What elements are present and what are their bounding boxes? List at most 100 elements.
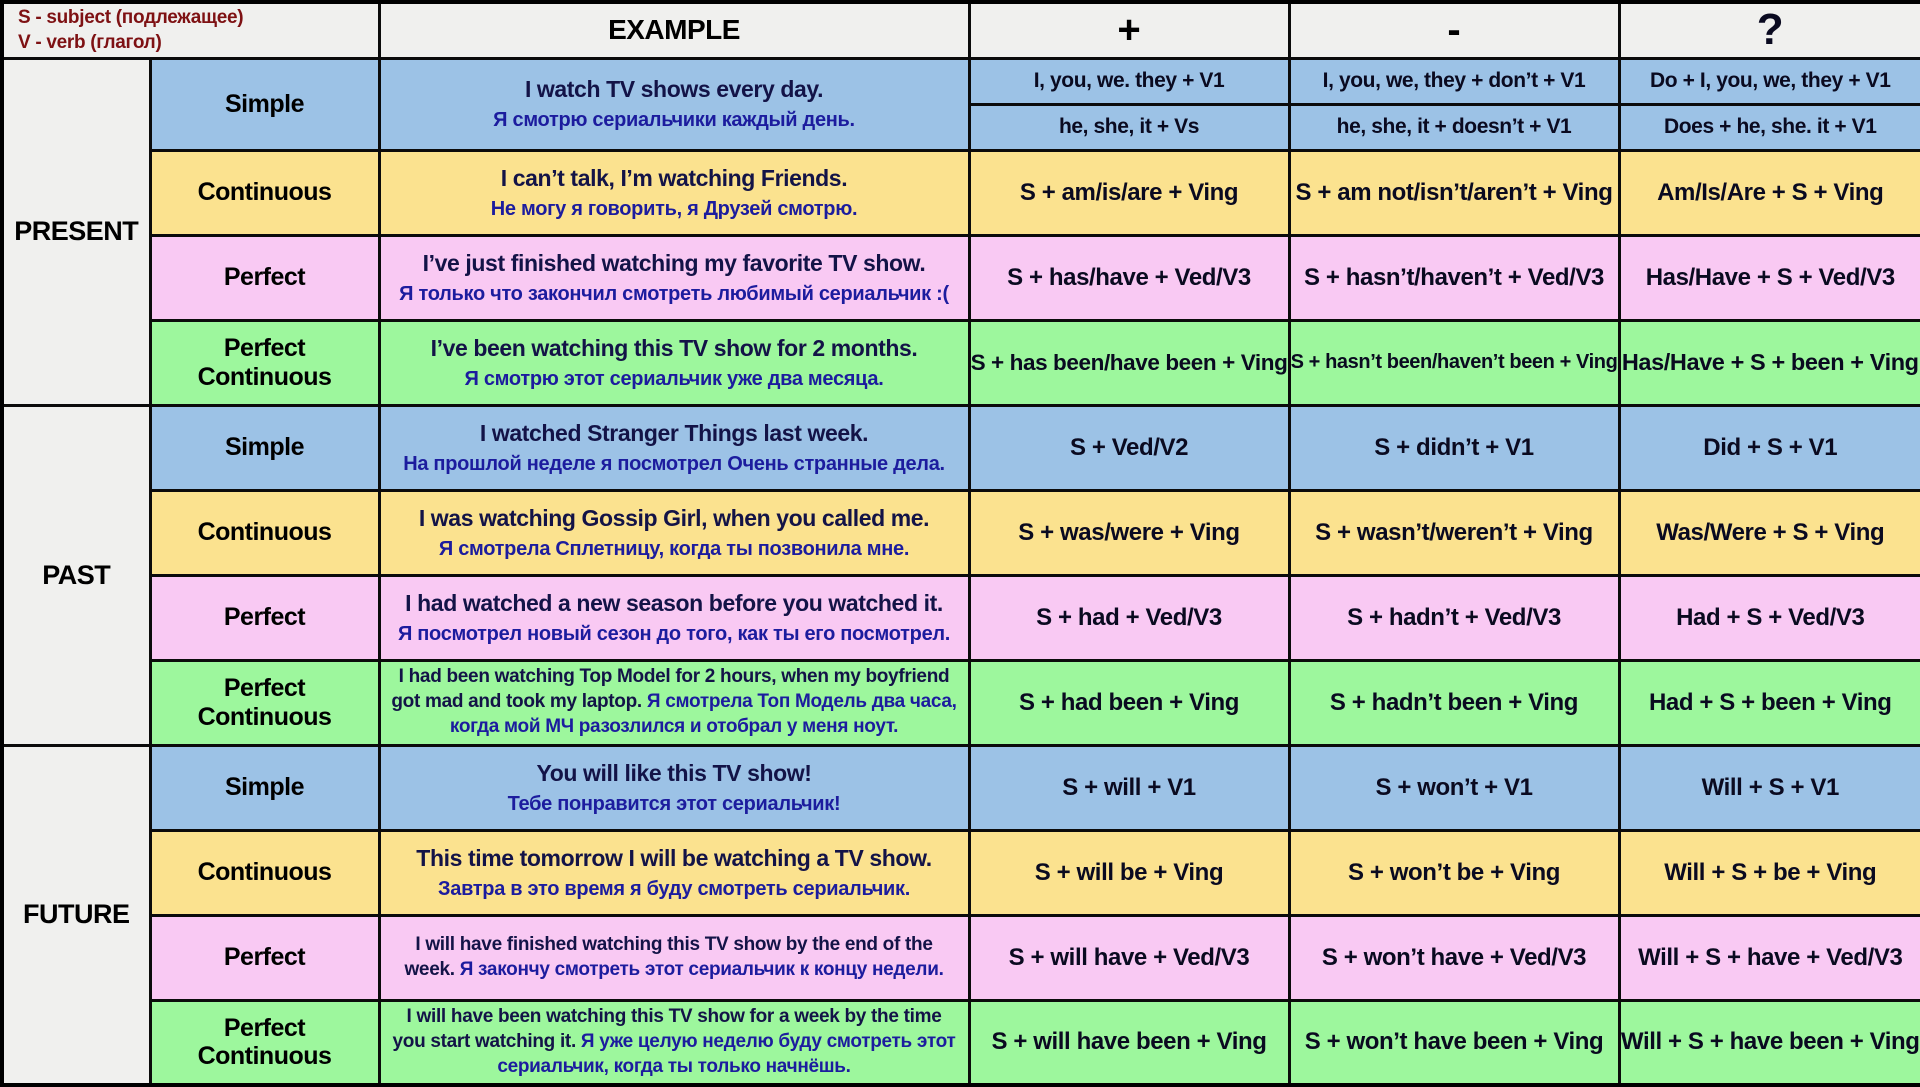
example-cell: I watched Stranger Things last week. На …	[379, 405, 969, 490]
example-english: I watched Stranger Things last week.	[381, 420, 968, 447]
example-english: I watch TV shows every day.	[381, 76, 968, 103]
minus-formula: S + am not/isn’t/aren’t + Ving	[1291, 179, 1618, 207]
question-formula: Was/Were + S + Ving	[1621, 519, 1920, 547]
question-formula: Will + S + have been + Ving	[1621, 1028, 1920, 1056]
question-formula-cell: Had + S + Ved/V3	[1619, 575, 1920, 660]
example-russian: Я смотрела Сплетницу, когда ты позвонила…	[381, 538, 968, 561]
legend-line-subject: S - subject (подлежащее)	[18, 5, 378, 31]
question-formula: Had + S + Ved/V3	[1621, 604, 1920, 632]
minus-formula-cell: S + won’t be + Ving	[1289, 830, 1619, 915]
question-formula: Had + S + been + Ving	[1621, 689, 1920, 717]
plus-formula-cell: S + had been + Ving	[969, 660, 1289, 745]
plus-header: +	[969, 2, 1289, 58]
plus-formula-cell: S + has/have + Ved/V3	[969, 235, 1289, 320]
legend-cell: S - subject (подлежащее) V - verb (глаго…	[2, 2, 379, 58]
question-formula-cell: Has/Have + S + been + Ving	[1619, 320, 1920, 405]
minus-formula-cell: S + won’t + V1	[1289, 745, 1619, 830]
tense-cell-present: PRESENT	[2, 58, 150, 405]
question-formula-cell: Am/Is/Are + S + Ving	[1619, 150, 1920, 235]
minus-formula: S + hasn’t been/haven’t been + Ving	[1291, 351, 1618, 374]
plus-formula-cell: S + was/were + Ving	[969, 490, 1289, 575]
plus-formula-cell: S + am/is/are + Ving	[969, 150, 1289, 235]
plus-formula-cell: S + will have + Ved/V3	[969, 915, 1289, 1000]
minus-formula-cell: S + hadn’t been + Ving	[1289, 660, 1619, 745]
minus-formula: he, she, it + doesn’t + V1	[1291, 115, 1618, 139]
example-english: I can’t talk, I’m watching Friends.	[381, 165, 968, 192]
plus-formula: S + had + Ved/V3	[971, 604, 1288, 632]
question-formula-cell: Do + I, you, we, they + V1	[1619, 58, 1920, 104]
question-formula: Has/Have + S + Ved/V3	[1621, 264, 1920, 292]
example-mixed: I had been watching Top Model for 2 hour…	[381, 665, 968, 739]
question-header: ?	[1619, 2, 1920, 58]
minus-formula-cell: S + am not/isn’t/aren’t + Ving	[1289, 150, 1619, 235]
example-english: This time tomorrow I will be watching a …	[381, 845, 968, 872]
example-russian: Завтра в это время я буду смотреть сериа…	[381, 878, 968, 901]
aspect-cell: Simple	[150, 58, 379, 150]
aspect-cell: Continuous	[150, 830, 379, 915]
question-formula-cell: Does + he, she. it + V1	[1619, 104, 1920, 150]
plus-formula: S + will be + Ving	[971, 859, 1288, 887]
question-formula-cell: Will + S + have been + Ving	[1619, 1000, 1920, 1085]
plus-formula: S + has/have + Ved/V3	[971, 264, 1288, 292]
example-russian: На прошлой неделе я посмотрел Очень стра…	[381, 453, 968, 476]
example-cell: I had been watching Top Model for 2 hour…	[379, 660, 969, 745]
example-mixed: I will have been watching this TV show f…	[381, 1005, 968, 1079]
legend-line-verb: V - verb (глагол)	[18, 30, 378, 56]
question-formula: Did + S + V1	[1621, 434, 1920, 462]
minus-formula: S + won’t have + Ved/V3	[1291, 944, 1618, 972]
example-russian: Тебе понравится этот сериальчик!	[381, 793, 968, 816]
minus-formula-cell: S + hasn’t been/haven’t been + Ving	[1289, 320, 1619, 405]
question-formula-cell: Has/Have + S + Ved/V3	[1619, 235, 1920, 320]
example-russian: Я смотрю этот сериальчик уже два месяца.	[381, 368, 968, 391]
example-cell: I can’t talk, I’m watching Friends. Не м…	[379, 150, 969, 235]
minus-formula: S + hadn’t + Ved/V3	[1291, 604, 1618, 632]
plus-formula: S + will have + Ved/V3	[971, 944, 1288, 972]
plus-formula: I, you, we. they + V1	[971, 69, 1288, 93]
plus-formula: S + had been + Ving	[971, 689, 1288, 717]
aspect-cell: Simple	[150, 745, 379, 830]
question-formula-cell: Did + S + V1	[1619, 405, 1920, 490]
aspect-cell: Perfect Continuous	[150, 1000, 379, 1085]
plus-formula: he, she, it + Vs	[971, 115, 1288, 139]
minus-header: -	[1289, 2, 1619, 58]
example-russian: Я только что закончил смотреть любимый с…	[381, 283, 968, 306]
example-russian: Я посмотрел новый сезон до того, как ты …	[381, 623, 968, 646]
minus-formula: S + won’t + V1	[1291, 774, 1618, 802]
example-cell: I will have been watching this TV show f…	[379, 1000, 969, 1085]
question-formula: Does + he, she. it + V1	[1621, 115, 1920, 139]
plus-formula-cell: I, you, we. they + V1	[969, 58, 1289, 104]
tense-cell-past: PAST	[2, 405, 150, 745]
question-formula-cell: Will + S + have + Ved/V3	[1619, 915, 1920, 1000]
example-cell: I watch TV shows every day. Я смотрю сер…	[379, 58, 969, 150]
minus-formula-cell: I, you, we, they + don’t + V1	[1289, 58, 1619, 104]
aspect-cell: Perfect	[150, 915, 379, 1000]
plus-formula: S + was/were + Ving	[971, 519, 1288, 547]
example-cell: I had watched a new season before you wa…	[379, 575, 969, 660]
plus-formula-cell: S + Ved/V2	[969, 405, 1289, 490]
question-formula: Will + S + V1	[1621, 774, 1920, 802]
example-russian: Я смотрю сериальчики каждый день.	[381, 109, 968, 132]
plus-formula: S + am/is/are + Ving	[971, 179, 1288, 207]
minus-formula-cell: S + didn’t + V1	[1289, 405, 1619, 490]
example-english: I’ve just finished watching my favorite …	[381, 250, 968, 277]
example-english: I’ve been watching this TV show for 2 mo…	[381, 335, 968, 362]
minus-formula-cell: S + hadn’t + Ved/V3	[1289, 575, 1619, 660]
plus-formula: S + will have been + Ving	[971, 1028, 1288, 1056]
minus-formula-cell: S + hasn’t/haven’t + Ved/V3	[1289, 235, 1619, 320]
minus-formula: S + won’t have been + Ving	[1291, 1028, 1618, 1056]
example-cell: I’ve just finished watching my favorite …	[379, 235, 969, 320]
question-formula-cell: Had + S + been + Ving	[1619, 660, 1920, 745]
plus-formula-cell: S + has been/have been + Ving	[969, 320, 1289, 405]
example-english: I was watching Gossip Girl, when you cal…	[381, 505, 968, 532]
minus-formula-cell: S + won’t have + Ved/V3	[1289, 915, 1619, 1000]
question-formula: Will + S + be + Ving	[1621, 859, 1920, 887]
plus-formula: S + has been/have been + Ving	[971, 350, 1288, 376]
question-formula-cell: Will + S + be + Ving	[1619, 830, 1920, 915]
example-russian: Я закончу смотреть этот сериальчик к кон…	[460, 959, 944, 980]
minus-formula: S + won’t be + Ving	[1291, 859, 1618, 887]
minus-formula: S + wasn’t/weren’t + Ving	[1291, 519, 1618, 547]
tense-cell-future: FUTURE	[2, 745, 150, 1085]
question-formula-cell: Was/Were + S + Ving	[1619, 490, 1920, 575]
minus-formula-cell: he, she, it + doesn’t + V1	[1289, 104, 1619, 150]
